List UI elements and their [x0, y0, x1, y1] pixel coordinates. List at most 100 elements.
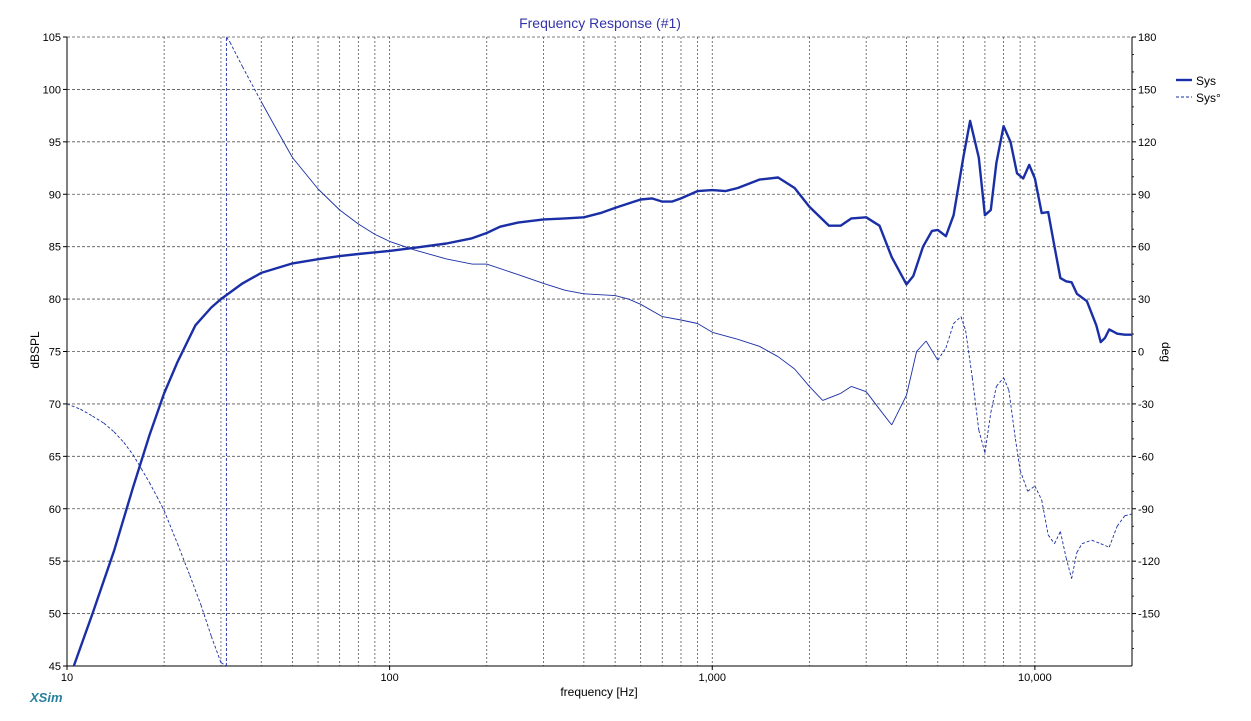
series-sys-phase-segment — [389, 240, 416, 251]
series-sys-phase-segment — [339, 209, 359, 225]
series-sys-phase-segment — [777, 356, 795, 370]
series-layer — [66, 36, 1133, 667]
y-tick-label: 100 — [43, 84, 61, 96]
series-sys-phase-segment — [965, 330, 973, 378]
series-sys-phase-segment — [614, 295, 629, 300]
series-sys-phase-segment — [1108, 526, 1118, 548]
series-sys-phase-segment — [809, 386, 824, 401]
series-sys-phase-segment — [543, 282, 566, 291]
series-sys-phase-segment — [1081, 539, 1092, 545]
y2-tick-label: 30 — [1138, 294, 1150, 306]
x-axis-ticks: 10 100 1,000 10,000 — [61, 666, 1052, 684]
series-sys-phase-segment — [260, 101, 279, 132]
series-sys-phase-segment — [1034, 485, 1043, 501]
y2-tick-label: 120 — [1138, 137, 1156, 149]
y2-tick-label: 90 — [1138, 189, 1150, 201]
series-sys-phase-segment — [415, 249, 447, 260]
series-sys-phase-segment — [517, 274, 544, 284]
y-tick-label: 60 — [49, 504, 61, 516]
series-sys-phase-segment — [945, 323, 955, 349]
series-sys-phase-segment — [277, 131, 293, 158]
series-sys-phase-segment — [662, 316, 682, 321]
y-tick-label: 55 — [49, 556, 61, 568]
series-sys-phase-segment — [565, 289, 584, 295]
y-tick-label: 70 — [49, 399, 61, 411]
series-sys-phase-segment — [1065, 557, 1073, 579]
y2-axis-ticks: -150 -120 -90 -60 -30 0 30 60 90 120 150 180 — [1132, 32, 1160, 649]
y2-tick-label: -90 — [1138, 504, 1154, 516]
series-sys-phase-segment — [916, 340, 927, 352]
y2-axis-label: deg — [1159, 342, 1173, 362]
chart-title: Frequency Response (#1) — [519, 15, 681, 31]
y2-tick-label: -120 — [1138, 556, 1160, 568]
series-sys-phase-segment — [1091, 539, 1101, 545]
series-sys-phase-segment — [960, 316, 967, 331]
series-sys-phase-segment — [996, 377, 1004, 387]
series-sys-phase-segment — [1014, 438, 1021, 471]
y-tick-label: 45 — [49, 661, 61, 673]
series-sys-phase-segment — [1076, 543, 1083, 553]
series-sys-phase-segment — [92, 415, 105, 424]
series-sys-phase-segment — [1054, 531, 1061, 544]
series-sys-phase-segment — [1041, 499, 1049, 536]
series-sys-phase-segment — [140, 468, 150, 483]
y2-tick-label: -60 — [1138, 451, 1154, 463]
series-sys-phase-segment — [1124, 513, 1133, 517]
x-tick-label: 1,000 — [698, 672, 726, 684]
series-sys-phase-segment — [794, 368, 810, 387]
series-sys-phase-segment — [177, 543, 191, 576]
legend-label-sys: Sys — [1196, 74, 1216, 88]
series-sys-phase-segment — [242, 66, 262, 102]
series-sys-phase-segment — [123, 442, 134, 455]
series-sys-phase-segment — [80, 408, 93, 417]
y-tick-label: 90 — [49, 189, 61, 201]
y-tick-label: 65 — [49, 451, 61, 463]
y2-tick-label: 0 — [1138, 347, 1144, 359]
series-sys-phase-segment — [189, 574, 202, 605]
series-sys-phase-segment — [1071, 552, 1078, 579]
series-sys-phase-segment — [906, 351, 918, 396]
series-sys-phase-segment — [200, 604, 212, 637]
y-tick-label: 105 — [43, 32, 61, 44]
y-tick-label: 80 — [49, 294, 61, 306]
y-axis-label: dBSPL — [28, 331, 42, 369]
y2-tick-label: 180 — [1138, 32, 1156, 44]
series-sys-phase-segment — [486, 263, 519, 276]
series-sys-phase-segment — [984, 412, 992, 453]
y2-tick-label: 60 — [1138, 242, 1150, 254]
series-sys-phase-segment — [971, 377, 980, 431]
y2-tick-label: 150 — [1138, 84, 1156, 96]
series-sys-phase-segment — [317, 188, 341, 211]
series-sys-phase-segment — [628, 298, 641, 305]
legend: Sys Sys° — [1176, 74, 1221, 105]
series-sys-phase-segment — [680, 319, 698, 324]
series-sys-phase-segment — [851, 385, 867, 393]
x-tick-label: 100 — [380, 672, 398, 684]
series-sys-phase-segment — [865, 391, 880, 410]
series-sys-phase-segment — [374, 233, 390, 242]
series-sys-phase-segment — [891, 394, 907, 426]
series-sys-phase-segment — [1059, 531, 1067, 558]
series-sys-phase-segment — [990, 386, 997, 413]
series-sys-phase-segment — [163, 510, 178, 544]
series-sys-phase-segment — [879, 408, 893, 426]
series-sys-phase-segment — [210, 636, 222, 663]
y-tick-label: 95 — [49, 137, 61, 149]
series-sys-phase-segment — [583, 293, 616, 297]
y-tick-label: 50 — [49, 609, 61, 621]
series-sys-phase-segment — [697, 323, 713, 333]
series-sys-phase-segment — [640, 303, 663, 317]
x-axis-label: frequency [Hz] — [560, 685, 637, 699]
series-sys-phase-segment — [66, 403, 81, 410]
series-sys-phase-segment — [953, 316, 962, 324]
y2-tick-label: -30 — [1138, 399, 1154, 411]
legend-label-sys-phase: Sys° — [1196, 91, 1221, 105]
series-sys-line — [72, 119, 1132, 667]
series-sys-phase-segment — [226, 36, 231, 43]
series-sys-phase-segment — [358, 223, 376, 235]
series-sys-phase-segment — [737, 338, 760, 347]
series-sys-phase-segment — [1019, 470, 1029, 492]
series-sys-phase-segment — [712, 331, 738, 340]
series-sys-phase-segment — [925, 340, 939, 361]
